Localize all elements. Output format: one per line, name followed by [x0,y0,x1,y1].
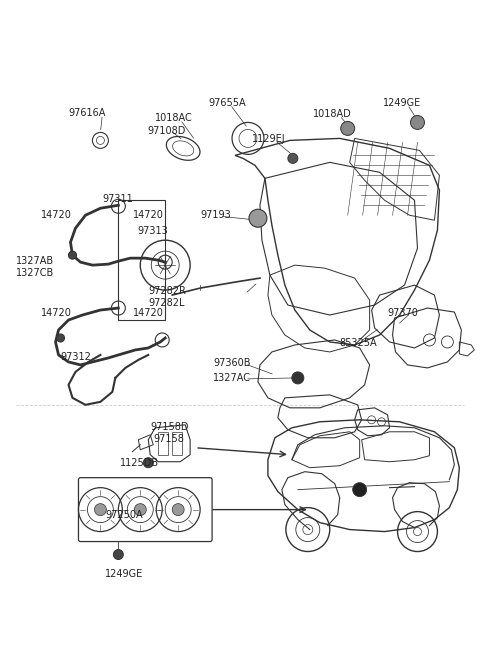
Text: 97193: 97193 [200,210,231,220]
Circle shape [288,153,298,163]
Text: 1249GE: 1249GE [383,98,421,109]
Text: 97655A: 97655A [208,98,246,109]
Text: 14720: 14720 [41,210,72,220]
Text: 97282R: 97282R [148,286,186,296]
Circle shape [113,550,123,559]
Text: 97158D: 97158D [150,422,189,432]
Circle shape [69,251,76,259]
Text: 97282L: 97282L [148,298,185,308]
Text: 97313: 97313 [137,226,168,236]
Text: 85325A: 85325A [340,338,377,348]
Circle shape [410,115,424,130]
Circle shape [353,483,367,496]
Circle shape [134,504,146,515]
Text: 97360B: 97360B [213,358,251,368]
Text: 97108D: 97108D [147,126,186,136]
Text: 97370: 97370 [387,308,419,318]
Text: 14720: 14720 [41,308,72,318]
Circle shape [57,334,64,342]
Text: 1018AD: 1018AD [313,109,351,119]
Circle shape [144,458,153,468]
Circle shape [249,209,267,227]
Text: 14720: 14720 [133,210,164,220]
Text: 1327AC: 1327AC [213,373,251,383]
Text: 97250A: 97250A [106,510,143,519]
Text: 97311: 97311 [102,195,133,204]
Text: 1327AB: 1327AB [16,256,54,266]
Circle shape [341,121,355,136]
Text: 1018AC: 1018AC [155,113,193,123]
Circle shape [292,372,304,384]
Text: 1327CB: 1327CB [16,268,54,278]
Circle shape [172,504,184,515]
Text: 97616A: 97616A [69,109,106,119]
Text: 1249GE: 1249GE [106,569,144,580]
Text: 1125DB: 1125DB [120,458,159,468]
Circle shape [95,504,107,515]
Text: 1129EJ: 1129EJ [252,134,286,144]
Text: 97312: 97312 [60,352,91,362]
Text: 97158: 97158 [153,434,184,444]
Text: 14720: 14720 [133,308,164,318]
